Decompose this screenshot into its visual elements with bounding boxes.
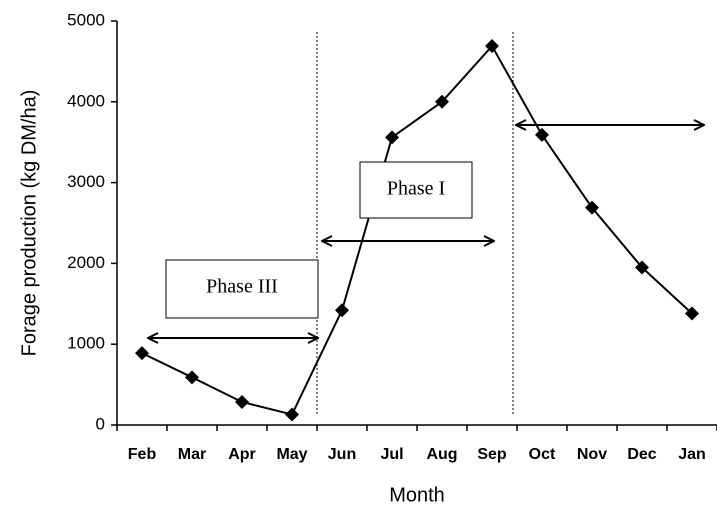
data-point <box>585 200 599 215</box>
x-tick-label: Apr <box>228 446 256 463</box>
data-point <box>335 303 349 318</box>
x-tick-label: Sep <box>477 446 507 463</box>
data-point <box>235 394 249 409</box>
y-tick-label: 0 <box>96 414 105 433</box>
phase-label: Phase I <box>387 178 445 200</box>
phase-box <box>359 161 473 219</box>
x-tick-label: Jul <box>380 446 403 463</box>
x-tick-label: May <box>276 446 307 463</box>
data-point <box>685 306 699 321</box>
y-tick-label: 4000 <box>67 91 105 110</box>
data-point <box>485 39 499 54</box>
data-point <box>435 94 449 109</box>
x-tick-label: Nov <box>577 446 607 463</box>
data-point <box>635 260 649 275</box>
x-tick-label: Mar <box>178 446 206 463</box>
x-tick-label: Feb <box>128 446 157 463</box>
data-point <box>135 346 149 361</box>
data-point <box>535 127 549 142</box>
y-axis-title: Forage production (kg DM/ha) <box>18 90 40 357</box>
phase-label: Phase III <box>206 276 278 298</box>
data-point <box>185 370 199 385</box>
y-tick-label: 5000 <box>67 10 105 29</box>
data-point <box>285 407 299 422</box>
y-tick-label: 3000 <box>67 172 105 191</box>
y-tick-label: 2000 <box>67 253 105 272</box>
x-tick-label: Jun <box>328 446 356 463</box>
x-tick-label: Dec <box>627 446 656 463</box>
y-tick-label: 1000 <box>67 334 105 353</box>
x-tick-label: Jan <box>678 446 706 463</box>
data-line <box>141 44 693 416</box>
phase-box <box>165 259 319 319</box>
x-axis-title: Month <box>389 484 445 506</box>
x-tick-label: Aug <box>426 446 457 463</box>
x-tick-label: Oct <box>529 446 556 463</box>
data-point <box>385 130 399 145</box>
